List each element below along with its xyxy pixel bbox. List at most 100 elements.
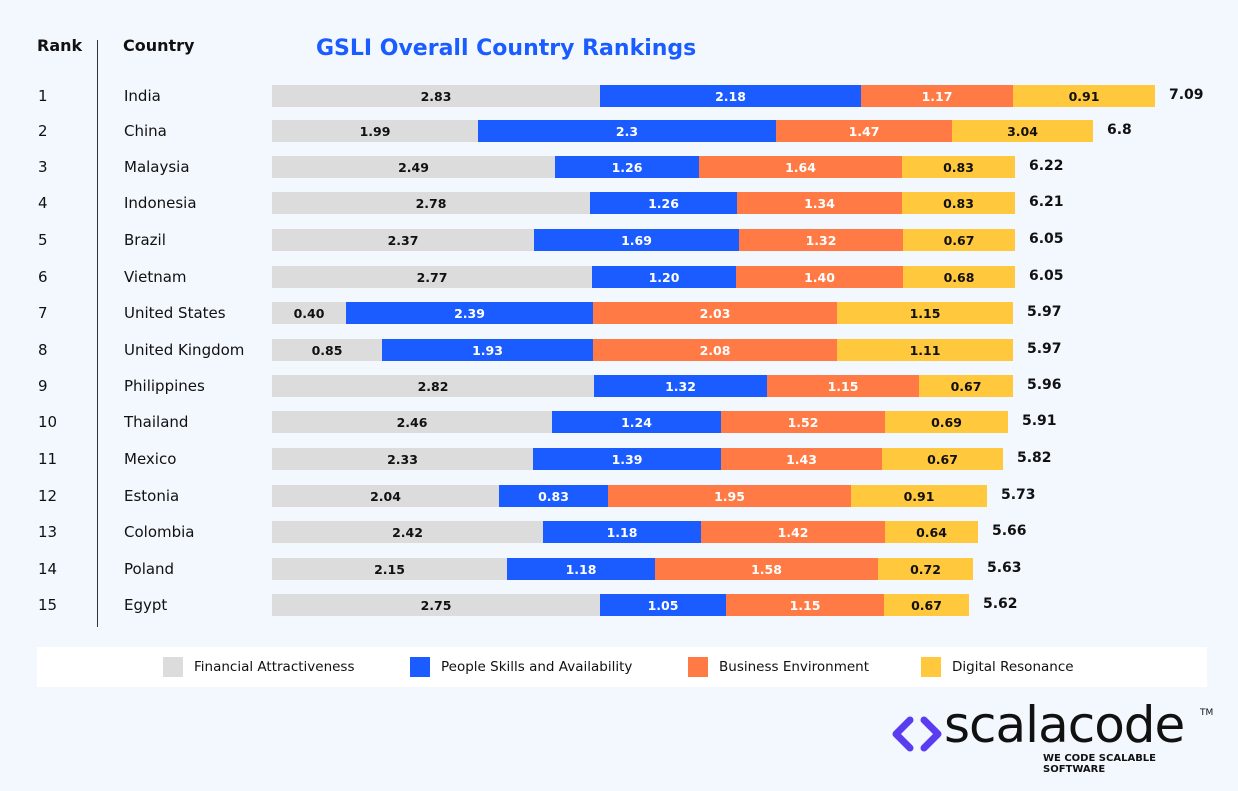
total-label: 5.97 xyxy=(1027,304,1062,320)
scalacode-logo: scalacode TM WE CODE SCALABLE SOFTWARE xyxy=(888,696,1218,775)
bar-segment: 1.93 xyxy=(382,339,593,361)
rank-label: 12 xyxy=(38,487,58,505)
bar-segment: 2.3 xyxy=(478,120,776,142)
bar-segment: 1.32 xyxy=(594,375,767,397)
country-label: India xyxy=(124,87,161,105)
bar-segment: 2.15 xyxy=(272,558,507,580)
country-label: United States xyxy=(124,304,226,322)
legend-item: Business Environment xyxy=(688,657,869,677)
total-label: 6.22 xyxy=(1029,158,1064,174)
bar-segment: 1.40 xyxy=(736,266,903,288)
country-label: Egypt xyxy=(124,596,168,614)
bar-segment: 0.91 xyxy=(851,485,987,507)
bar-segment: 0.67 xyxy=(882,448,1003,470)
bar-segment: 2.18 xyxy=(600,85,861,107)
country-label: United Kingdom xyxy=(124,341,245,359)
bar-segment: 1.69 xyxy=(534,229,739,251)
bar-segment: 1.26 xyxy=(590,192,737,214)
bar-segment: 3.04 xyxy=(952,120,1093,142)
total-label: 5.62 xyxy=(983,596,1018,612)
bar-segment: 1.18 xyxy=(507,558,655,580)
bar-segment: 0.83 xyxy=(902,156,1015,178)
legend-swatch xyxy=(163,657,183,677)
rank-header: Rank xyxy=(37,36,83,55)
rank-label: 3 xyxy=(38,158,48,176)
legend: Financial Attractiveness People Skills a… xyxy=(37,647,1207,687)
country-label: China xyxy=(124,122,167,140)
bar-segment: 0.67 xyxy=(919,375,1013,397)
bar-segment: 0.67 xyxy=(903,229,1015,251)
total-label: 5.63 xyxy=(987,560,1022,576)
chart-title: GSLI Overall Country Rankings xyxy=(316,36,697,61)
bar-segment: 1.39 xyxy=(533,448,721,470)
rank-label: 10 xyxy=(38,413,58,431)
bar-segment: 0.83 xyxy=(499,485,608,507)
total-label: 5.82 xyxy=(1017,450,1052,466)
country-label: Brazil xyxy=(124,231,166,249)
legend-swatch xyxy=(921,657,941,677)
bar-segment: 2.39 xyxy=(346,302,593,324)
total-label: 6.05 xyxy=(1029,268,1064,284)
country-label: Mexico xyxy=(124,450,177,468)
bar-segment: 1.58 xyxy=(655,558,878,580)
divider xyxy=(97,40,98,627)
bar-segment: 0.83 xyxy=(902,192,1015,214)
bar-segment: 0.69 xyxy=(885,411,1008,433)
bar-segment: 1.17 xyxy=(861,85,1013,107)
bar-segment: 0.64 xyxy=(885,521,978,543)
bar-segment: 1.64 xyxy=(699,156,902,178)
country-label: Indonesia xyxy=(124,194,197,212)
bar-segment: 2.83 xyxy=(272,85,600,107)
legend-swatch xyxy=(410,657,430,677)
rank-label: 6 xyxy=(38,268,48,286)
legend-label: Business Environment xyxy=(719,659,870,675)
legend-item: Digital Resonance xyxy=(921,657,1074,677)
legend-item: People Skills and Availability xyxy=(410,657,632,677)
bar-segment: 0.40 xyxy=(272,302,346,324)
rank-label: 2 xyxy=(38,122,48,140)
bar-segment: 2.33 xyxy=(272,448,533,470)
code-brackets-icon xyxy=(892,716,942,752)
country-label: Malaysia xyxy=(124,158,190,176)
legend-label: People Skills and Availability xyxy=(441,659,633,675)
country-label: Poland xyxy=(124,560,175,578)
legend-label: Financial Attractiveness xyxy=(194,659,355,675)
total-label: 5.91 xyxy=(1022,413,1057,429)
bar-segment: 1.24 xyxy=(552,411,721,433)
total-label: 5.96 xyxy=(1027,377,1062,393)
bar-segment: 1.15 xyxy=(726,594,884,616)
legend-label: Digital Resonance xyxy=(952,659,1074,675)
bar-segment: 2.03 xyxy=(593,302,837,324)
total-label: 5.97 xyxy=(1027,341,1062,357)
rank-label: 4 xyxy=(38,194,48,212)
rank-label: 5 xyxy=(38,231,48,249)
bar-segment: 1.26 xyxy=(555,156,699,178)
total-label: 7.09 xyxy=(1169,87,1204,103)
bar-segment: 1.99 xyxy=(272,120,478,142)
bar-segment: 0.85 xyxy=(272,339,382,361)
country-header: Country xyxy=(123,36,195,55)
bar-segment: 2.37 xyxy=(272,229,534,251)
bar-segment: 2.78 xyxy=(272,192,590,214)
rank-label: 11 xyxy=(38,450,58,468)
country-label: Vietnam xyxy=(124,268,187,286)
total-label: 5.73 xyxy=(1001,487,1036,503)
logo-wordmark: scalacode xyxy=(944,696,1185,754)
rank-label: 13 xyxy=(38,523,58,541)
total-label: 6.8 xyxy=(1107,122,1132,138)
total-label: 6.21 xyxy=(1029,194,1064,210)
rank-label: 7 xyxy=(38,304,48,322)
rank-label: 1 xyxy=(38,87,48,105)
total-label: 5.66 xyxy=(992,523,1027,539)
rank-label: 8 xyxy=(38,341,48,359)
total-label: 6.05 xyxy=(1029,231,1064,247)
bar-segment: 2.82 xyxy=(272,375,594,397)
legend-swatch xyxy=(688,657,708,677)
bar-segment: 1.20 xyxy=(592,266,736,288)
rank-label: 9 xyxy=(38,377,48,395)
bar-segment: 1.11 xyxy=(837,339,1013,361)
bar-segment: 2.42 xyxy=(272,521,543,543)
bar-segment: 1.47 xyxy=(776,120,952,142)
bar-segment: 2.49 xyxy=(272,156,555,178)
bar-segment: 1.15 xyxy=(837,302,1013,324)
